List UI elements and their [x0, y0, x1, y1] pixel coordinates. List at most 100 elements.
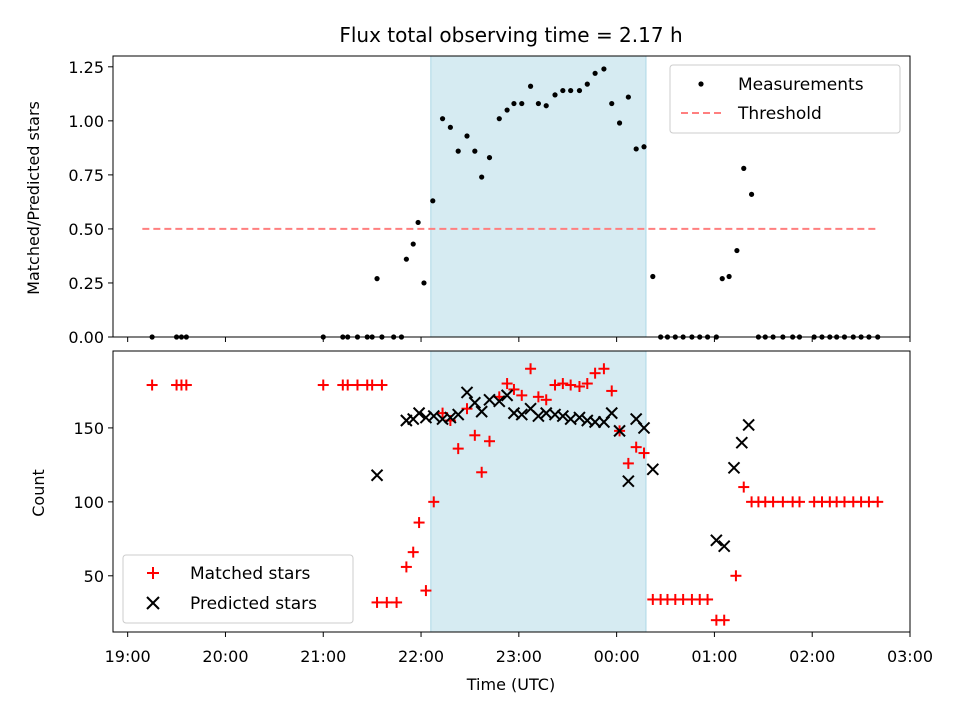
measurement-point: [430, 198, 436, 204]
predicted-star-point: [573, 411, 586, 424]
bottom-legend-box: [122, 554, 354, 624]
top-y-tick-label: 0.50: [68, 220, 104, 239]
measurement-point: [504, 107, 510, 113]
predicted-star-point: [370, 469, 384, 482]
matched-star-point: [452, 443, 464, 455]
matched-star-point: [598, 363, 610, 375]
matched-star-point: [366, 379, 378, 391]
measurement-point: [527, 83, 534, 89]
matched-star-point: [638, 447, 650, 459]
bottom-x-ticks: 19:00 20:00 21:00 22:00 23:00 00:00 01:00 02:00…: [105, 632, 933, 666]
predicted-star-point: [468, 396, 482, 409]
matched-star-point: [557, 378, 569, 390]
predicted-star-point: [735, 436, 749, 449]
matched-star-point: [400, 561, 412, 573]
matched-star-point: [777, 496, 789, 508]
matched-stars-points: [146, 363, 884, 626]
top-y-tick-label: 1.00: [68, 112, 104, 131]
matched-star-point: [501, 378, 513, 390]
legend-matched-marker: [147, 567, 159, 579]
x-tick-label: 23:00: [496, 647, 542, 666]
matched-star-point: [376, 379, 388, 391]
matched-star-point: [630, 441, 642, 453]
predicted-star-point: [646, 463, 660, 476]
predicted-star-point: [637, 421, 651, 435]
matched-star-point: [483, 435, 495, 447]
matched-star-point: [180, 379, 192, 391]
measurement-point: [464, 133, 470, 139]
x-axis-label: Time (UTC): [466, 675, 555, 694]
predicted-star-point: [556, 409, 570, 423]
bottom-y-ticks: 50 100 150: [73, 419, 113, 586]
predicted-star-point: [475, 405, 488, 418]
predicted-star-point: [444, 411, 457, 424]
measurement-point: [625, 94, 631, 100]
matched-star-point: [738, 481, 750, 493]
measurement-point: [519, 100, 525, 107]
predicted-star-point: [727, 461, 741, 475]
top-panel: 0.00 0.25 0.50 0.75 1.00 1.25 Flux total obse…: [24, 23, 911, 347]
matched-star-point: [469, 429, 481, 441]
x-tick-label: 01:00: [691, 647, 737, 666]
top-highlight-span: [430, 55, 647, 338]
measurement-point: [601, 66, 607, 72]
matched-star-point: [532, 391, 544, 403]
measurement-point: [472, 148, 478, 154]
chart-title: Flux total observing time = 2.17 h: [339, 23, 682, 47]
matched-star-point: [391, 596, 403, 608]
predicted-star-point: [460, 386, 474, 399]
matched-star-point: [420, 585, 432, 597]
measurement-point: [741, 165, 747, 171]
matched-star-point: [508, 383, 520, 395]
matched-star-point: [317, 379, 329, 391]
matched-star-point: [351, 379, 363, 391]
matched-star-point: [516, 389, 528, 401]
matched-star-point: [413, 517, 425, 529]
legend-measurements-label: Measurements: [738, 75, 864, 95]
matched-star-point: [525, 363, 537, 375]
top-y-tick-label: 0.00: [68, 328, 104, 347]
x-tick-label: 00:00: [594, 647, 640, 666]
measurement-point: [576, 87, 583, 94]
measurement-point: [584, 81, 590, 87]
x-tick-label: 03:00: [887, 647, 933, 666]
measurement-point: [734, 247, 740, 254]
predicted-star-point: [613, 424, 626, 438]
measurement-point: [415, 219, 421, 226]
top-y-tick-label: 0.75: [68, 166, 104, 185]
matched-star-point: [573, 380, 585, 392]
matched-star-point: [381, 596, 393, 608]
measurement-point: [511, 100, 517, 107]
matched-star-point: [872, 496, 884, 508]
bottom-y-tick-label: 100: [73, 493, 104, 512]
predicted-stars-points: [370, 386, 755, 553]
predicted-star-point: [493, 395, 506, 408]
measurement-point: [616, 120, 623, 126]
predicted-star-point: [412, 406, 426, 420]
measurement-point: [552, 92, 558, 98]
matched-star-point: [549, 379, 561, 391]
matched-star-point: [793, 496, 805, 508]
matched-star-point: [565, 379, 577, 391]
measurement-point: [641, 144, 647, 150]
matched-star-point: [718, 614, 730, 626]
top-plot-frame: [112, 55, 911, 338]
bottom-y-tick-label: 50: [84, 567, 104, 586]
legend-matched-label: Matched stars: [190, 564, 310, 584]
matched-star-point: [622, 457, 634, 469]
x-tick-label: 19:00: [105, 647, 151, 666]
top-y-ticks: 0.00 0.25 0.50 0.75 1.00 1.25: [68, 58, 113, 347]
predicted-star-point: [710, 534, 723, 547]
matched-star-point: [371, 596, 383, 608]
top-legend: Measurements Threshold: [669, 64, 901, 134]
measurement-point: [543, 103, 549, 109]
top-y-tick-label: 1.25: [68, 58, 104, 77]
measurement-point: [410, 241, 416, 247]
legend-measurements-marker: [698, 81, 704, 87]
matched-star-point: [730, 570, 742, 582]
legend-predicted-label: Predicted stars: [190, 594, 317, 614]
predicted-star-point: [717, 540, 731, 553]
measurement-point: [726, 273, 732, 280]
measurement-point: [650, 273, 656, 280]
